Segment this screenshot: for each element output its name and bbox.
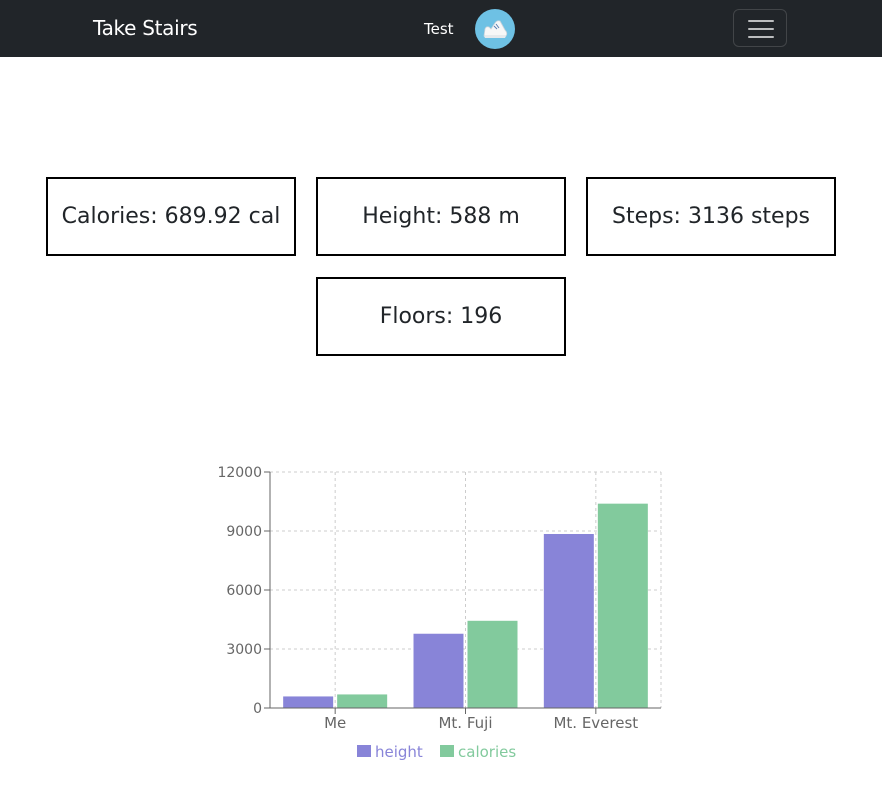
bar-calories (597, 503, 648, 708)
bar-calories (467, 620, 518, 708)
steps-stat: Steps: 3136 steps (586, 177, 836, 256)
top-navbar: Take Stairs Test (0, 0, 882, 57)
legend-label-height: height (375, 743, 423, 761)
height-stat: Height: 588 m (316, 177, 566, 256)
floors-stat: Floors: 196 (316, 277, 566, 356)
bar-height (413, 633, 464, 708)
y-tick-label: 12000 (217, 465, 262, 481)
legend-swatch-calories (440, 745, 454, 757)
x-tick-label: Mt. Everest (553, 714, 638, 732)
y-tick-label: 6000 (226, 583, 262, 599)
x-tick-label: Mt. Fuji (438, 714, 492, 732)
hamburger-menu-icon (748, 20, 774, 22)
bar-calories (337, 694, 388, 708)
bar-height (543, 533, 594, 708)
sneaker-icon[interactable] (475, 9, 515, 49)
brand-link[interactable]: Take Stairs (93, 16, 198, 40)
y-tick-label: 3000 (226, 642, 262, 658)
legend-swatch-height (357, 745, 371, 757)
y-tick-label: 0 (253, 701, 262, 717)
legend-label-calories: calories (458, 743, 516, 761)
username-label: Test (424, 20, 454, 38)
x-tick-label: Me (324, 714, 346, 732)
bar-height (283, 696, 334, 708)
menu-toggle-button[interactable] (733, 9, 787, 47)
y-tick-label: 9000 (226, 524, 262, 540)
calories-stat: Calories: 689.92 cal (46, 177, 296, 256)
